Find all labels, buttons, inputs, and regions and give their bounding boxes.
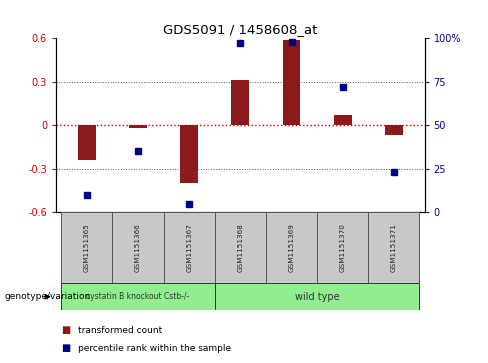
Text: percentile rank within the sample: percentile rank within the sample xyxy=(78,344,231,353)
Text: GSM1151366: GSM1151366 xyxy=(135,223,141,272)
Bar xyxy=(129,125,147,128)
Text: GSM1151368: GSM1151368 xyxy=(237,223,244,272)
Bar xyxy=(283,40,301,125)
Text: GSM1151365: GSM1151365 xyxy=(84,223,90,272)
Bar xyxy=(61,283,215,310)
Bar xyxy=(61,212,112,283)
Bar xyxy=(317,212,368,283)
Title: GDS5091 / 1458608_at: GDS5091 / 1458608_at xyxy=(163,23,318,36)
Bar xyxy=(368,212,420,283)
Bar xyxy=(334,115,352,125)
Bar xyxy=(180,125,198,183)
Bar xyxy=(112,212,163,283)
Text: ■: ■ xyxy=(61,343,70,354)
Text: genotype/variation: genotype/variation xyxy=(5,292,91,301)
Bar xyxy=(215,212,266,283)
Bar xyxy=(266,212,317,283)
Bar xyxy=(231,80,249,125)
Text: transformed count: transformed count xyxy=(78,326,163,335)
Bar xyxy=(78,125,96,160)
Text: GSM1151367: GSM1151367 xyxy=(186,223,192,272)
Bar xyxy=(163,212,215,283)
Bar xyxy=(215,283,420,310)
Text: GSM1151370: GSM1151370 xyxy=(340,223,346,272)
Bar xyxy=(385,125,403,135)
Text: GSM1151369: GSM1151369 xyxy=(288,223,295,272)
Text: ■: ■ xyxy=(61,325,70,335)
Text: GSM1151371: GSM1151371 xyxy=(391,223,397,272)
Text: cystatin B knockout Cstb-/-: cystatin B knockout Cstb-/- xyxy=(86,292,190,301)
Text: wild type: wild type xyxy=(295,292,340,302)
